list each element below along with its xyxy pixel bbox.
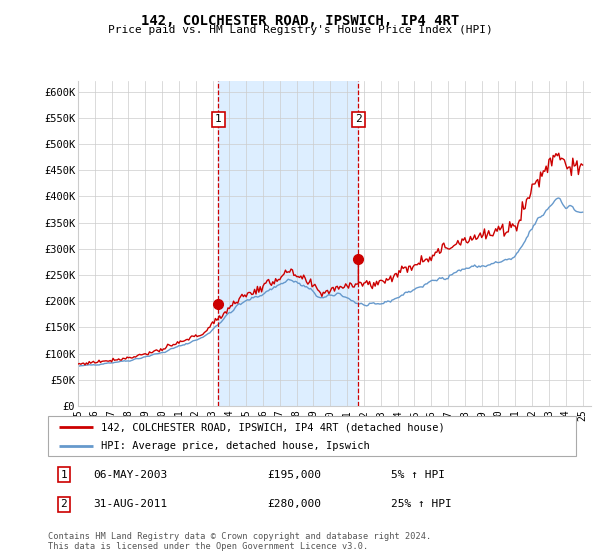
Text: 25% ↑ HPI: 25% ↑ HPI [391, 500, 452, 509]
Text: 06-MAY-2003: 06-MAY-2003 [93, 470, 167, 480]
Text: 31-AUG-2011: 31-AUG-2011 [93, 500, 167, 509]
Bar [218, 81, 358, 406]
Text: 1: 1 [215, 114, 222, 124]
Text: £280,000: £280,000 [267, 500, 321, 509]
Text: 1: 1 [61, 470, 67, 480]
Text: Contains HM Land Registry data © Crown copyright and database right 2024.
This d: Contains HM Land Registry data © Crown c… [48, 532, 431, 552]
FancyBboxPatch shape [48, 416, 576, 456]
Text: 5% ↑ HPI: 5% ↑ HPI [391, 470, 445, 480]
Text: 2: 2 [61, 500, 67, 509]
Text: 2: 2 [355, 114, 362, 124]
Text: 142, COLCHESTER ROAD, IPSWICH, IP4 4RT (detached house): 142, COLCHESTER ROAD, IPSWICH, IP4 4RT (… [101, 422, 445, 432]
Text: Price paid vs. HM Land Registry's House Price Index (HPI): Price paid vs. HM Land Registry's House … [107, 25, 493, 35]
Text: £195,000: £195,000 [267, 470, 321, 480]
Text: 142, COLCHESTER ROAD, IPSWICH, IP4 4RT: 142, COLCHESTER ROAD, IPSWICH, IP4 4RT [141, 14, 459, 28]
Text: HPI: Average price, detached house, Ipswich: HPI: Average price, detached house, Ipsw… [101, 441, 370, 450]
